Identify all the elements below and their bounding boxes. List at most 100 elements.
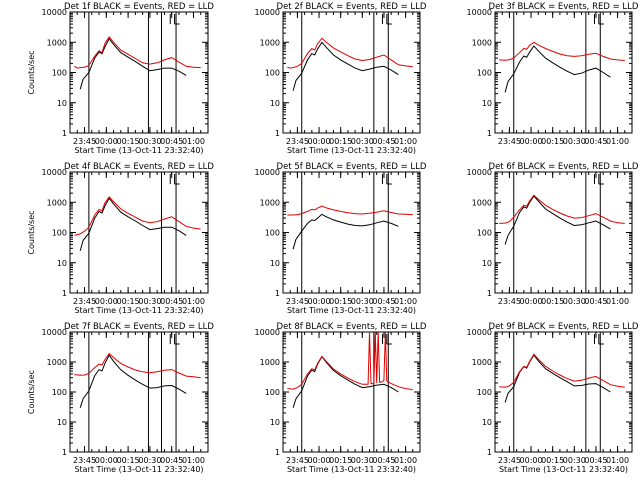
x-tick-label: 00:00: [95, 137, 118, 146]
y-tick-label: 10000: [42, 328, 67, 337]
x-tick-label: 00:30: [563, 297, 586, 306]
x-tick-label: 23:45: [73, 137, 96, 146]
x-tick-label: 23:45: [286, 456, 309, 465]
y-tick-label: 100: [52, 229, 67, 238]
events-series-line: [292, 213, 399, 250]
y-tick-label: 1: [275, 289, 280, 298]
x-tick-label: 00:30: [351, 297, 374, 306]
x-tick-label: 00:15: [541, 297, 564, 306]
y-tick-label: 1: [487, 448, 492, 457]
lld-series-line: [499, 41, 625, 61]
x-tick-label: 01:00: [182, 456, 205, 465]
y-tick-label: 10: [57, 259, 67, 268]
y-tick-label: 100: [265, 69, 280, 78]
y-tick-label: 10: [270, 99, 280, 108]
y-tick-label: 100: [477, 388, 492, 397]
y-tick-label: 1000: [260, 358, 280, 367]
x-tick-label: 00:15: [117, 297, 140, 306]
y-tick-label: 1: [275, 448, 280, 457]
y-tick-label: 1000: [472, 198, 492, 207]
x-tick-label: 00:30: [138, 456, 161, 465]
panel-title: Det 5f BLACK = Events, RED = LLD: [277, 162, 427, 172]
x-tick-label: 01:00: [394, 137, 417, 146]
x-tick-label: 00:15: [117, 137, 140, 146]
lld-series-line: [499, 194, 625, 224]
x-tick-label: 01:00: [606, 456, 629, 465]
y-tick-label: 100: [265, 229, 280, 238]
x-tick-label: 23:45: [286, 137, 309, 146]
events-series-line: [79, 37, 187, 90]
panel-1: 1 10 100 1000 10000 23:4500:0000:1500:3000:45…: [27, 2, 214, 155]
panel-frame: [494, 331, 633, 453]
x-tick-label: 23:45: [498, 297, 521, 306]
x-tick-label: 00:30: [563, 456, 586, 465]
panel-frame: [494, 11, 633, 134]
panel-title: Det 6f BLACK = Events, RED = LLD: [489, 162, 639, 172]
x-tick-label: 01:00: [394, 297, 417, 306]
x-tick-label: 00:00: [308, 456, 331, 465]
events-series-line: [292, 355, 399, 408]
x-axis-label: Start Time (13-Oct-11 23:32:40): [74, 306, 203, 315]
time-flag-marker: [386, 14, 392, 25]
y-tick-label: 1: [487, 289, 492, 298]
x-tick-label: 00:30: [351, 456, 374, 465]
x-tick-label: 00:45: [160, 456, 183, 465]
x-tick-label: 01:00: [182, 137, 205, 146]
x-tick-label: 01:00: [394, 456, 417, 465]
x-tick-label: 01:00: [606, 137, 629, 146]
y-tick-label: 1: [62, 129, 67, 138]
x-axis-label: Start Time (13-Oct-11 23:32:40): [74, 465, 203, 474]
panel-9: 1 10 100 1000 10000 23:4500:0000:1500:3000:45…: [467, 322, 639, 474]
panel-4: 1 10 100 1000 10000 23:4500:0000:1500:3000:45…: [27, 162, 214, 315]
panel-frame: [494, 171, 633, 294]
events-series-line: [79, 197, 187, 251]
time-flag-marker: [174, 334, 180, 345]
time-flag-marker: [598, 14, 604, 25]
y-tick-label: 100: [477, 229, 492, 238]
x-axis-label: Start Time (13-Oct-11 23:32:40): [287, 306, 416, 315]
x-tick-label: 00:30: [138, 137, 161, 146]
y-tick-label: 1000: [472, 358, 492, 367]
x-tick-label: 00:45: [584, 456, 607, 465]
x-tick-label: 00:15: [117, 456, 140, 465]
x-tick-label: 00:15: [541, 456, 564, 465]
panel-frame: [282, 331, 421, 453]
panel-7: 1 10 100 1000 10000 23:4500:0000:1500:3000:45…: [27, 322, 214, 474]
panel-frame: [69, 11, 209, 134]
y-tick-label: 10000: [255, 8, 280, 17]
events-series-line: [504, 45, 611, 93]
y-tick-label: 100: [52, 388, 67, 397]
y-tick-label: 10000: [255, 328, 280, 337]
y-tick-label: 1000: [47, 358, 67, 367]
y-tick-label: 1000: [472, 38, 492, 47]
x-tick-label: 00:45: [584, 297, 607, 306]
x-tick-label: 00:30: [563, 137, 586, 146]
y-tick-label: 10: [482, 418, 492, 427]
x-tick-label: 00:15: [541, 137, 564, 146]
y-axis-label: Counts/sec: [27, 210, 36, 254]
y-tick-label: 1000: [47, 198, 67, 207]
panel-title: Det 2f BLACK = Events, RED = LLD: [277, 2, 427, 12]
events-series-line: [292, 41, 399, 91]
x-tick-label: 00:15: [329, 297, 352, 306]
lld-series-line: [287, 37, 413, 69]
lld-series-line: [74, 352, 201, 379]
x-tick-label: 01:00: [606, 297, 629, 306]
x-tick-label: 23:45: [498, 456, 521, 465]
panel-2: 1 10 100 1000 10000 23:4500:0000:1500:3000:45…: [255, 2, 427, 155]
y-tick-label: 10000: [42, 8, 67, 17]
y-tick-label: 1: [275, 129, 280, 138]
y-tick-label: 100: [477, 69, 492, 78]
x-axis-label: Start Time (13-Oct-11 23:32:40): [287, 146, 416, 155]
y-tick-label: 10000: [42, 168, 67, 177]
x-tick-label: 00:45: [372, 297, 395, 306]
time-flag-marker: [386, 334, 392, 345]
time-flag-marker: [386, 174, 392, 185]
x-tick-label: 00:00: [95, 297, 118, 306]
time-flag-marker: [174, 174, 180, 185]
y-tick-label: 10: [482, 259, 492, 268]
panel-title: Det 1f BLACK = Events, RED = LLD: [64, 2, 214, 12]
y-axis-label: Counts/sec: [27, 50, 36, 94]
y-axis-label: Counts/sec: [27, 370, 36, 414]
